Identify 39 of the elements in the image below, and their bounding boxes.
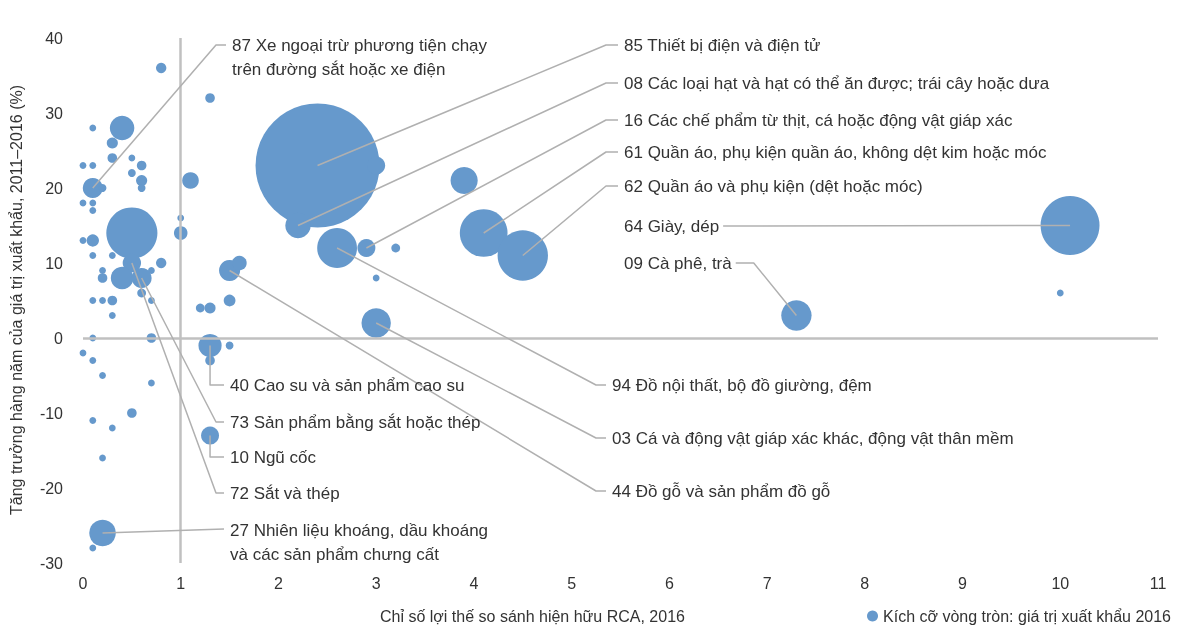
x-tick-label: 11 [1149,574,1167,592]
y-tick-label: 30 [45,104,64,122]
x-tick-label: 10 [1051,574,1070,592]
y-tick-label: 20 [45,179,64,197]
x-tick-label: 5 [567,574,577,592]
annotation: 27 Nhiên liệu khoáng, dầu khoáng và các sản phẩm chưng cất [230,520,489,564]
x-tick-label: 3 [371,574,381,592]
annotation: 40 Cao su và sản phẩm cao su [230,375,465,395]
x-tick-label: 2 [274,574,283,592]
x-tick-label: 6 [664,574,674,592]
y-tick-label: 10 [45,254,64,272]
annotation: 10 Ngũ cốc [230,447,317,467]
y-tick-label: 40 [45,29,64,47]
annotation: 85 Thiết bị điện và điện tử [624,35,821,55]
annotation: 16 Các chế phẩm từ thịt, cá hoặc động vật giáp xác [624,110,1013,130]
annotation: 44 Đồ gỗ và sản phẩm đồ gỗ [612,481,831,501]
x-axis-title: Chỉ số lợi thế so sánh hiện hữu RCA, 2016 [380,607,686,625]
y-axis-title: Tăng trưởng hàng năm của giá trị xuất khẩu, 2011–2016 (%) [7,84,25,516]
annotation: 08 Các loại hạt và hạt có thể ăn được; trái cây hoặc dưa [624,73,1050,93]
legend-label: Kích cỡ vòng tròn: giá trị xuất khẩu 2016 [883,607,1172,625]
x-tick-label: 9 [958,574,968,592]
annotation: 73 Sản phẩm bằng sắt hoặc thép [230,412,481,432]
annotation: 03 Cá và động vật giáp xác khác, động vật thân mềm [612,428,1014,448]
annotation: 64 Giày, dép [624,216,720,236]
annotation: 09 Cà phê, trà [624,253,733,273]
annotation: 62 Quần áo và phụ kiện (dệt hoặc móc) [624,176,923,196]
y-tick-label: -30 [39,554,64,572]
x-tick-label: 8 [860,574,870,592]
annotation: 61 Quần áo, phụ kiện quần áo, không dệt kim hoặc móc [624,142,1047,162]
annotation: 87 Xe ngoại trừ phương tiện chạy trên đường sắt hoặc xe điện [232,35,488,79]
annotation: 72 Sắt và thép [230,483,340,503]
x-tick-label: 4 [469,574,479,592]
y-tick-label: -20 [39,479,64,497]
annotation: 94 Đồ nội thất, bộ đồ giường, đệm [612,375,872,395]
x-tick-label: 7 [762,574,772,592]
x-tick-label: 1 [176,574,186,592]
y-tick-label: 0 [54,329,64,347]
x-tick-label: 0 [78,574,88,592]
y-tick-label: -10 [39,404,64,422]
